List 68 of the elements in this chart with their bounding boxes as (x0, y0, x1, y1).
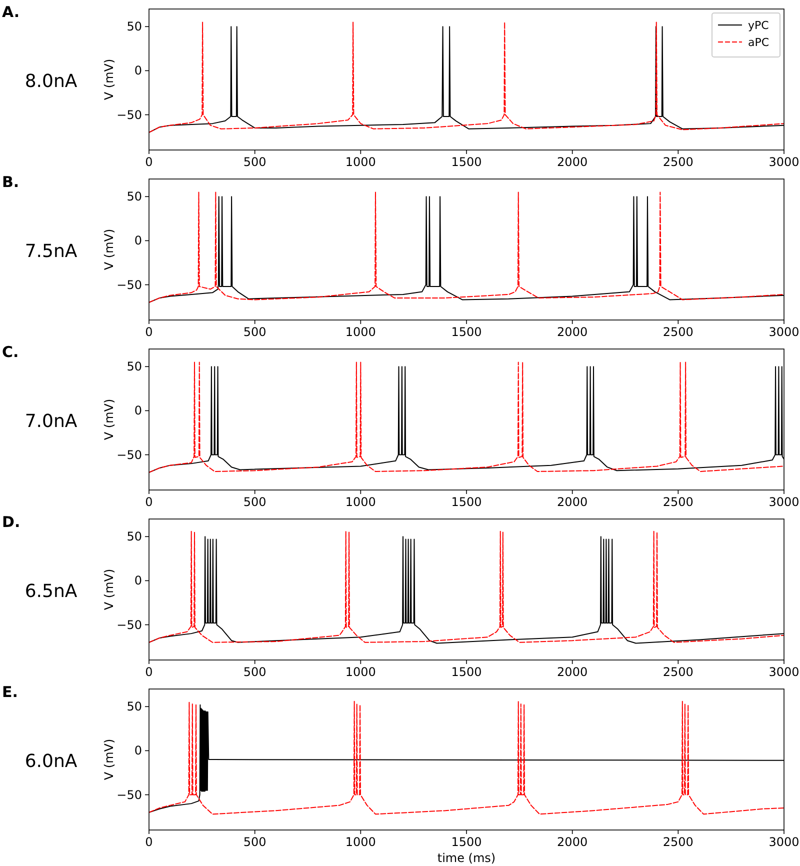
y-tick-label: 50 (126, 360, 142, 374)
x-tick-label: 3000 (768, 835, 800, 849)
legend-label: aPC (748, 36, 770, 49)
x-tick-label: 1000 (345, 665, 376, 679)
y-tick-label: −50 (116, 448, 142, 462)
x-tick-label: 2000 (557, 835, 588, 849)
x-tick-label: 0 (145, 495, 153, 509)
legend-label: yPC (748, 19, 770, 32)
x-tick-label: 1500 (451, 325, 482, 339)
y-axis-title: V (mV) (102, 58, 116, 100)
x-tick-label: 1000 (345, 155, 376, 169)
x-tick-label: 2500 (662, 155, 694, 169)
text: E. (2, 683, 18, 701)
x-tick-label: 2000 (557, 155, 588, 169)
x-tick-label: 0 (145, 325, 153, 339)
y-tick-label: −50 (116, 788, 142, 802)
text: C. (2, 343, 19, 361)
x-tick-label: 2500 (662, 325, 694, 339)
x-tick-label: 0 (145, 155, 153, 169)
x-tick-label: 1500 (451, 665, 482, 679)
x-tick-label: 2000 (557, 665, 588, 679)
x-tick-label: 1500 (451, 835, 482, 849)
x-tick-label: 2000 (557, 495, 588, 509)
x-tick-label: 2500 (662, 835, 694, 849)
x-tick-label: 500 (243, 665, 266, 679)
x-tick-label: 500 (243, 325, 266, 339)
y-axis-title: V (mV) (102, 398, 116, 440)
x-tick-label: 3000 (768, 155, 800, 169)
y-tick-label: 50 (126, 700, 142, 714)
y-axis-title: V (mV) (102, 738, 116, 780)
x-tick-label: 2000 (557, 325, 588, 339)
y-tick-label: 0 (134, 404, 142, 418)
x-tick-label: 500 (243, 495, 266, 509)
text: 7.0nA (24, 411, 78, 432)
x-tick-label: 0 (145, 835, 153, 849)
x-tick-label: 1000 (345, 495, 376, 509)
y-tick-label: −50 (116, 278, 142, 292)
text: 8.0nA (24, 71, 78, 92)
y-tick-label: 0 (134, 64, 142, 78)
text: B. (2, 173, 20, 191)
x-tick-label: 0 (145, 665, 153, 679)
y-tick-label: −50 (116, 108, 142, 122)
y-tick-label: 0 (134, 234, 142, 248)
y-axis-title: V (mV) (102, 228, 116, 270)
x-tick-label: 2500 (662, 495, 694, 509)
x-tick-label: 1500 (451, 495, 482, 509)
x-tick-label: 1000 (345, 325, 376, 339)
y-tick-label: 50 (126, 530, 142, 544)
x-tick-label: 1000 (345, 835, 376, 849)
y-tick-label: 50 (126, 20, 142, 34)
x-tick-label: 500 (243, 835, 266, 849)
y-tick-label: 0 (134, 574, 142, 588)
y-axis-title: V (mV) (102, 568, 116, 610)
y-tick-label: 50 (126, 190, 142, 204)
x-tick-label: 500 (243, 155, 266, 169)
y-tick-label: 0 (134, 744, 142, 758)
y-tick-label: −50 (116, 618, 142, 632)
text: D. (2, 513, 20, 531)
text: 6.0nA (24, 751, 78, 772)
text: 7.5nA (24, 241, 78, 262)
x-tick-label: 3000 (768, 325, 800, 339)
x-tick-label: 1500 (451, 155, 482, 169)
x-tick-label: 2500 (662, 665, 694, 679)
text: 6.5nA (24, 581, 78, 602)
x-tick-label: 3000 (768, 495, 800, 509)
x-axis-title: time (ms) (437, 851, 496, 865)
text: A. (2, 3, 20, 21)
x-tick-label: 3000 (768, 665, 800, 679)
